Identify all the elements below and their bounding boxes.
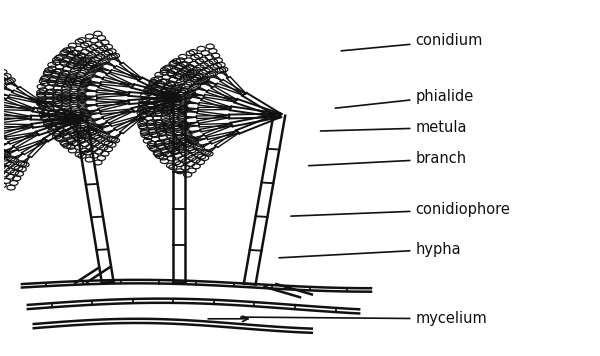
Text: mycelium: mycelium [241,311,487,326]
Text: metula: metula [320,120,467,135]
Text: conidiophore: conidiophore [291,202,510,217]
Text: hypha: hypha [279,242,461,258]
Text: conidium: conidium [341,33,483,51]
Text: branch: branch [308,151,467,166]
Text: phialide: phialide [335,89,473,108]
